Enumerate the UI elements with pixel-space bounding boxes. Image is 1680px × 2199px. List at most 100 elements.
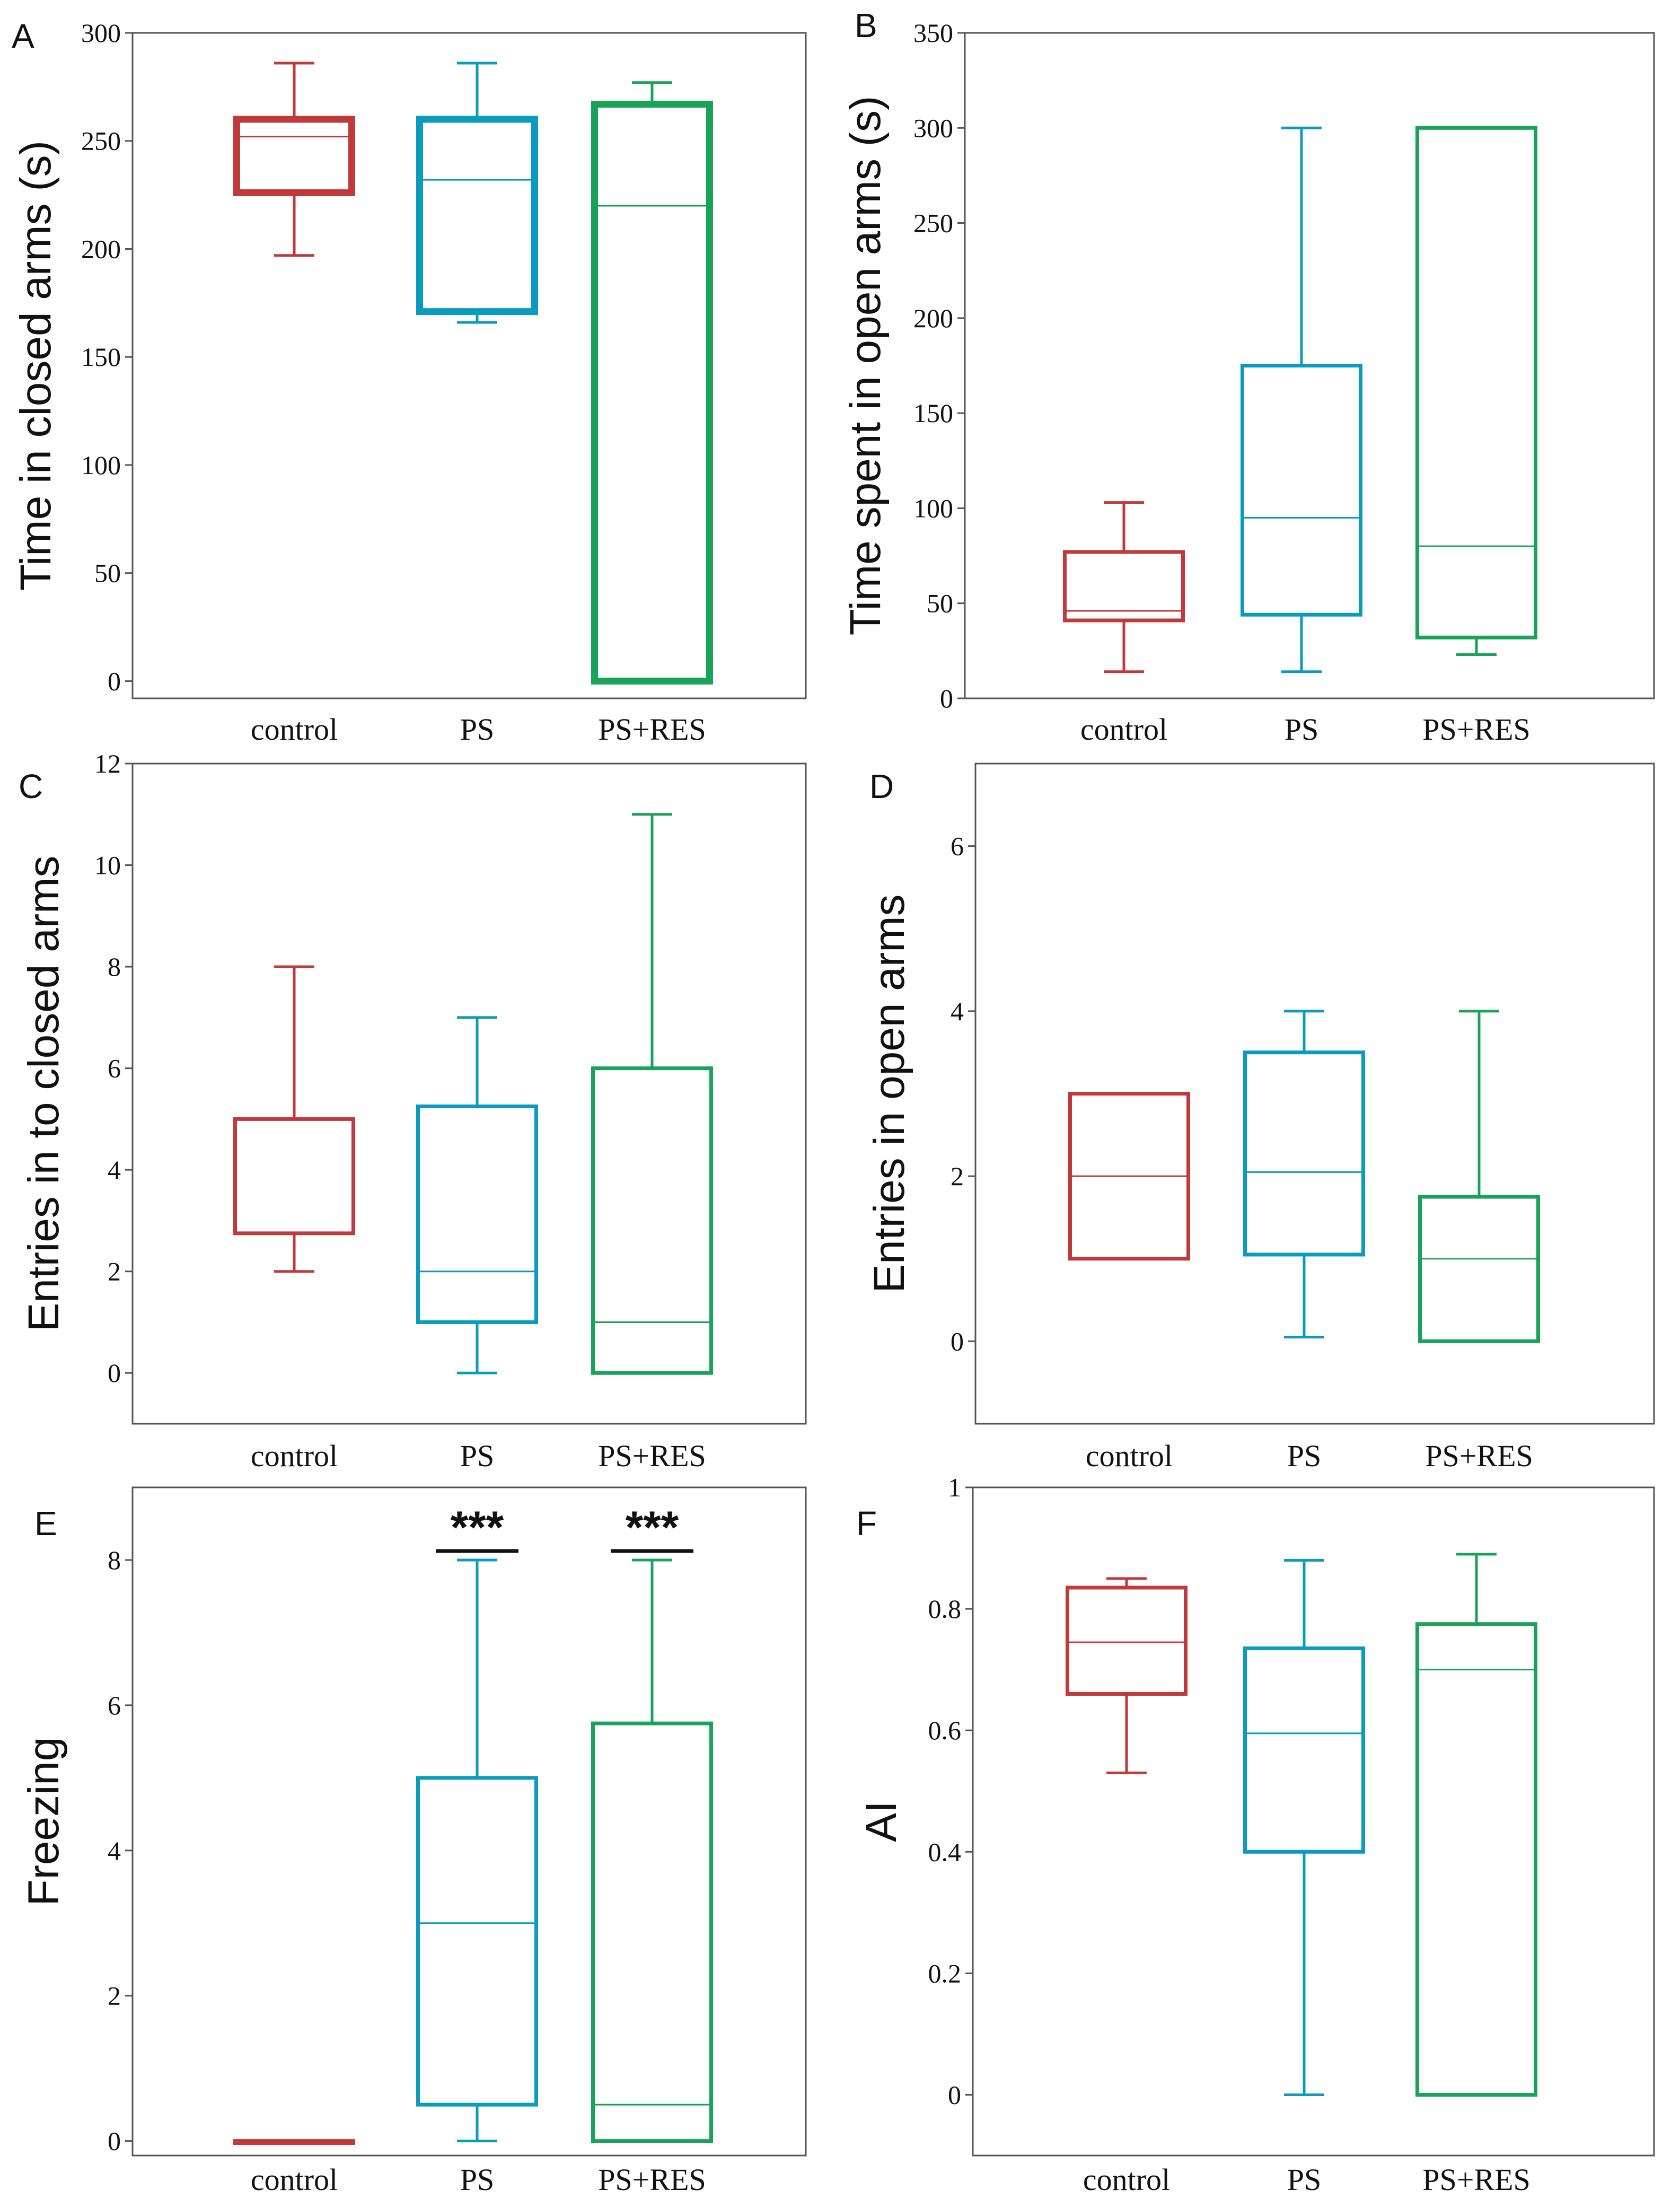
box-body — [233, 116, 355, 197]
y-tick-label: 8 — [108, 952, 121, 982]
box-body — [591, 100, 713, 685]
x-tick-label: PS — [1287, 2162, 1322, 2197]
box-body — [416, 1104, 538, 1324]
box-ps-res — [591, 813, 713, 1375]
x-tick-label: PS — [1285, 712, 1319, 747]
y-tick-label: 300 — [913, 113, 953, 143]
y-tick-label: 0 — [108, 666, 121, 696]
y-tick-label: 0.4 — [928, 1837, 962, 1867]
box-control — [1063, 501, 1185, 673]
y-tick-label: 100 — [81, 450, 121, 480]
box-ps-res — [591, 81, 713, 685]
y-tick-label: 0 — [108, 2126, 121, 2156]
box-ps — [416, 1558, 538, 2143]
x-tick-label: control — [1083, 2162, 1170, 2197]
box-ps — [1243, 1558, 1365, 2096]
box-control — [1066, 1577, 1188, 1774]
y-tick-label: 250 — [81, 126, 121, 156]
y-axis-label: Time spent in open arms (s) — [841, 96, 890, 636]
box-ps — [1241, 126, 1362, 673]
panel-letter: D — [869, 767, 894, 805]
x-tick-label: control — [251, 1439, 338, 1473]
x-tick-label: control — [1080, 712, 1167, 747]
plot-frame — [131, 763, 807, 1425]
panel-letter: A — [12, 17, 34, 55]
panel-letter: F — [856, 1504, 877, 1543]
box-control — [233, 965, 355, 1273]
y-tick-label: 0 — [951, 1326, 964, 1356]
panel-letter: E — [34, 1504, 57, 1543]
y-tick-label: 4 — [951, 996, 964, 1026]
panel-e: E 0 2 4 6 8 Freezing control PS PS+RES *** *** — [20, 1486, 807, 2197]
box-ps — [1243, 1010, 1365, 1339]
y-axis-label: Freezing — [20, 1737, 68, 1906]
plot-frame — [964, 32, 1655, 699]
y-tick-label: 300 — [81, 18, 121, 48]
y-tick-label: 2 — [108, 1257, 121, 1286]
box-body — [1415, 1622, 1537, 2097]
x-tick-label: PS — [1287, 1439, 1322, 1473]
y-tick-label: 1 — [948, 1473, 961, 1502]
box-ps — [416, 62, 538, 324]
box-body — [416, 116, 538, 316]
box-body — [591, 1066, 713, 1375]
x-tick-label: PS — [460, 712, 495, 747]
box-body — [1241, 364, 1362, 617]
box-body — [1243, 1050, 1365, 1257]
y-tick-label: 150 — [913, 398, 953, 428]
y-tick-label: 6 — [951, 831, 964, 861]
box-body — [416, 1776, 538, 2107]
y-tick-label: 8 — [108, 1545, 121, 1575]
x-tick-label: PS+RES — [1422, 2162, 1531, 2197]
box-control — [1068, 1092, 1190, 1261]
y-tick-label: 150 — [81, 342, 121, 372]
y-tick-label: 0 — [940, 684, 953, 713]
y-tick-label: 4 — [108, 1836, 121, 1865]
y-tick-label: 200 — [913, 303, 953, 333]
x-tick-label: PS+RES — [1425, 1439, 1533, 1473]
box-ps-res — [1415, 1553, 1537, 2097]
plot-frame — [131, 1486, 807, 2157]
x-tick-label: PS+RES — [1422, 712, 1531, 747]
y-tick-label: 200 — [81, 234, 121, 264]
panel-a: A 0 50 100 150 200 250 300 Time in closed arms (… — [12, 17, 807, 747]
box-ps-res — [1418, 1010, 1540, 1343]
y-tick-label: 0.2 — [928, 1958, 962, 1988]
x-tick-label: control — [251, 2162, 338, 2197]
y-tick-label: 0 — [108, 1358, 121, 1388]
panel-letter: B — [855, 6, 877, 45]
y-tick-label: 2 — [951, 1161, 964, 1191]
box-body — [591, 1721, 713, 2143]
box-control — [233, 2139, 355, 2145]
significance-stars: *** — [451, 1502, 504, 1553]
plot-frame — [974, 763, 1655, 1425]
significance-stars: *** — [626, 1502, 679, 1553]
x-tick-label: PS — [460, 2162, 495, 2197]
y-tick-label: 6 — [108, 1054, 121, 1083]
y-tick-label: 100 — [913, 493, 953, 523]
x-tick-label: PS+RES — [598, 2162, 706, 2197]
y-tick-label: 0.6 — [928, 1715, 962, 1745]
box-body — [1068, 1092, 1190, 1261]
y-axis-label: Time in closed arms (s) — [12, 141, 60, 591]
y-tick-label: 250 — [913, 208, 953, 238]
y-tick-label: 4 — [108, 1155, 121, 1185]
box-body — [1418, 1195, 1540, 1343]
box-ps-res — [1415, 126, 1537, 656]
panel-d: D 0 2 4 6 Entries in open arms control PS PS+RES — [865, 763, 1655, 1473]
y-tick-label: 6 — [108, 1690, 121, 1720]
box-body — [1415, 126, 1537, 639]
y-tick-label: 50 — [94, 558, 121, 588]
x-tick-label: PS — [460, 1439, 495, 1473]
y-tick-label: 2 — [108, 1981, 121, 2011]
x-tick-label: control — [1086, 1439, 1173, 1473]
box-body — [1063, 550, 1185, 623]
box-body — [1066, 1585, 1188, 1696]
y-tick-label: 10 — [94, 851, 121, 880]
x-tick-label: PS+RES — [598, 1439, 706, 1473]
panel-letter: C — [19, 767, 43, 805]
y-axis-label: Entries in to closed arms — [20, 856, 68, 1332]
box-body — [233, 1117, 355, 1236]
y-tick-label: 12 — [94, 749, 121, 778]
